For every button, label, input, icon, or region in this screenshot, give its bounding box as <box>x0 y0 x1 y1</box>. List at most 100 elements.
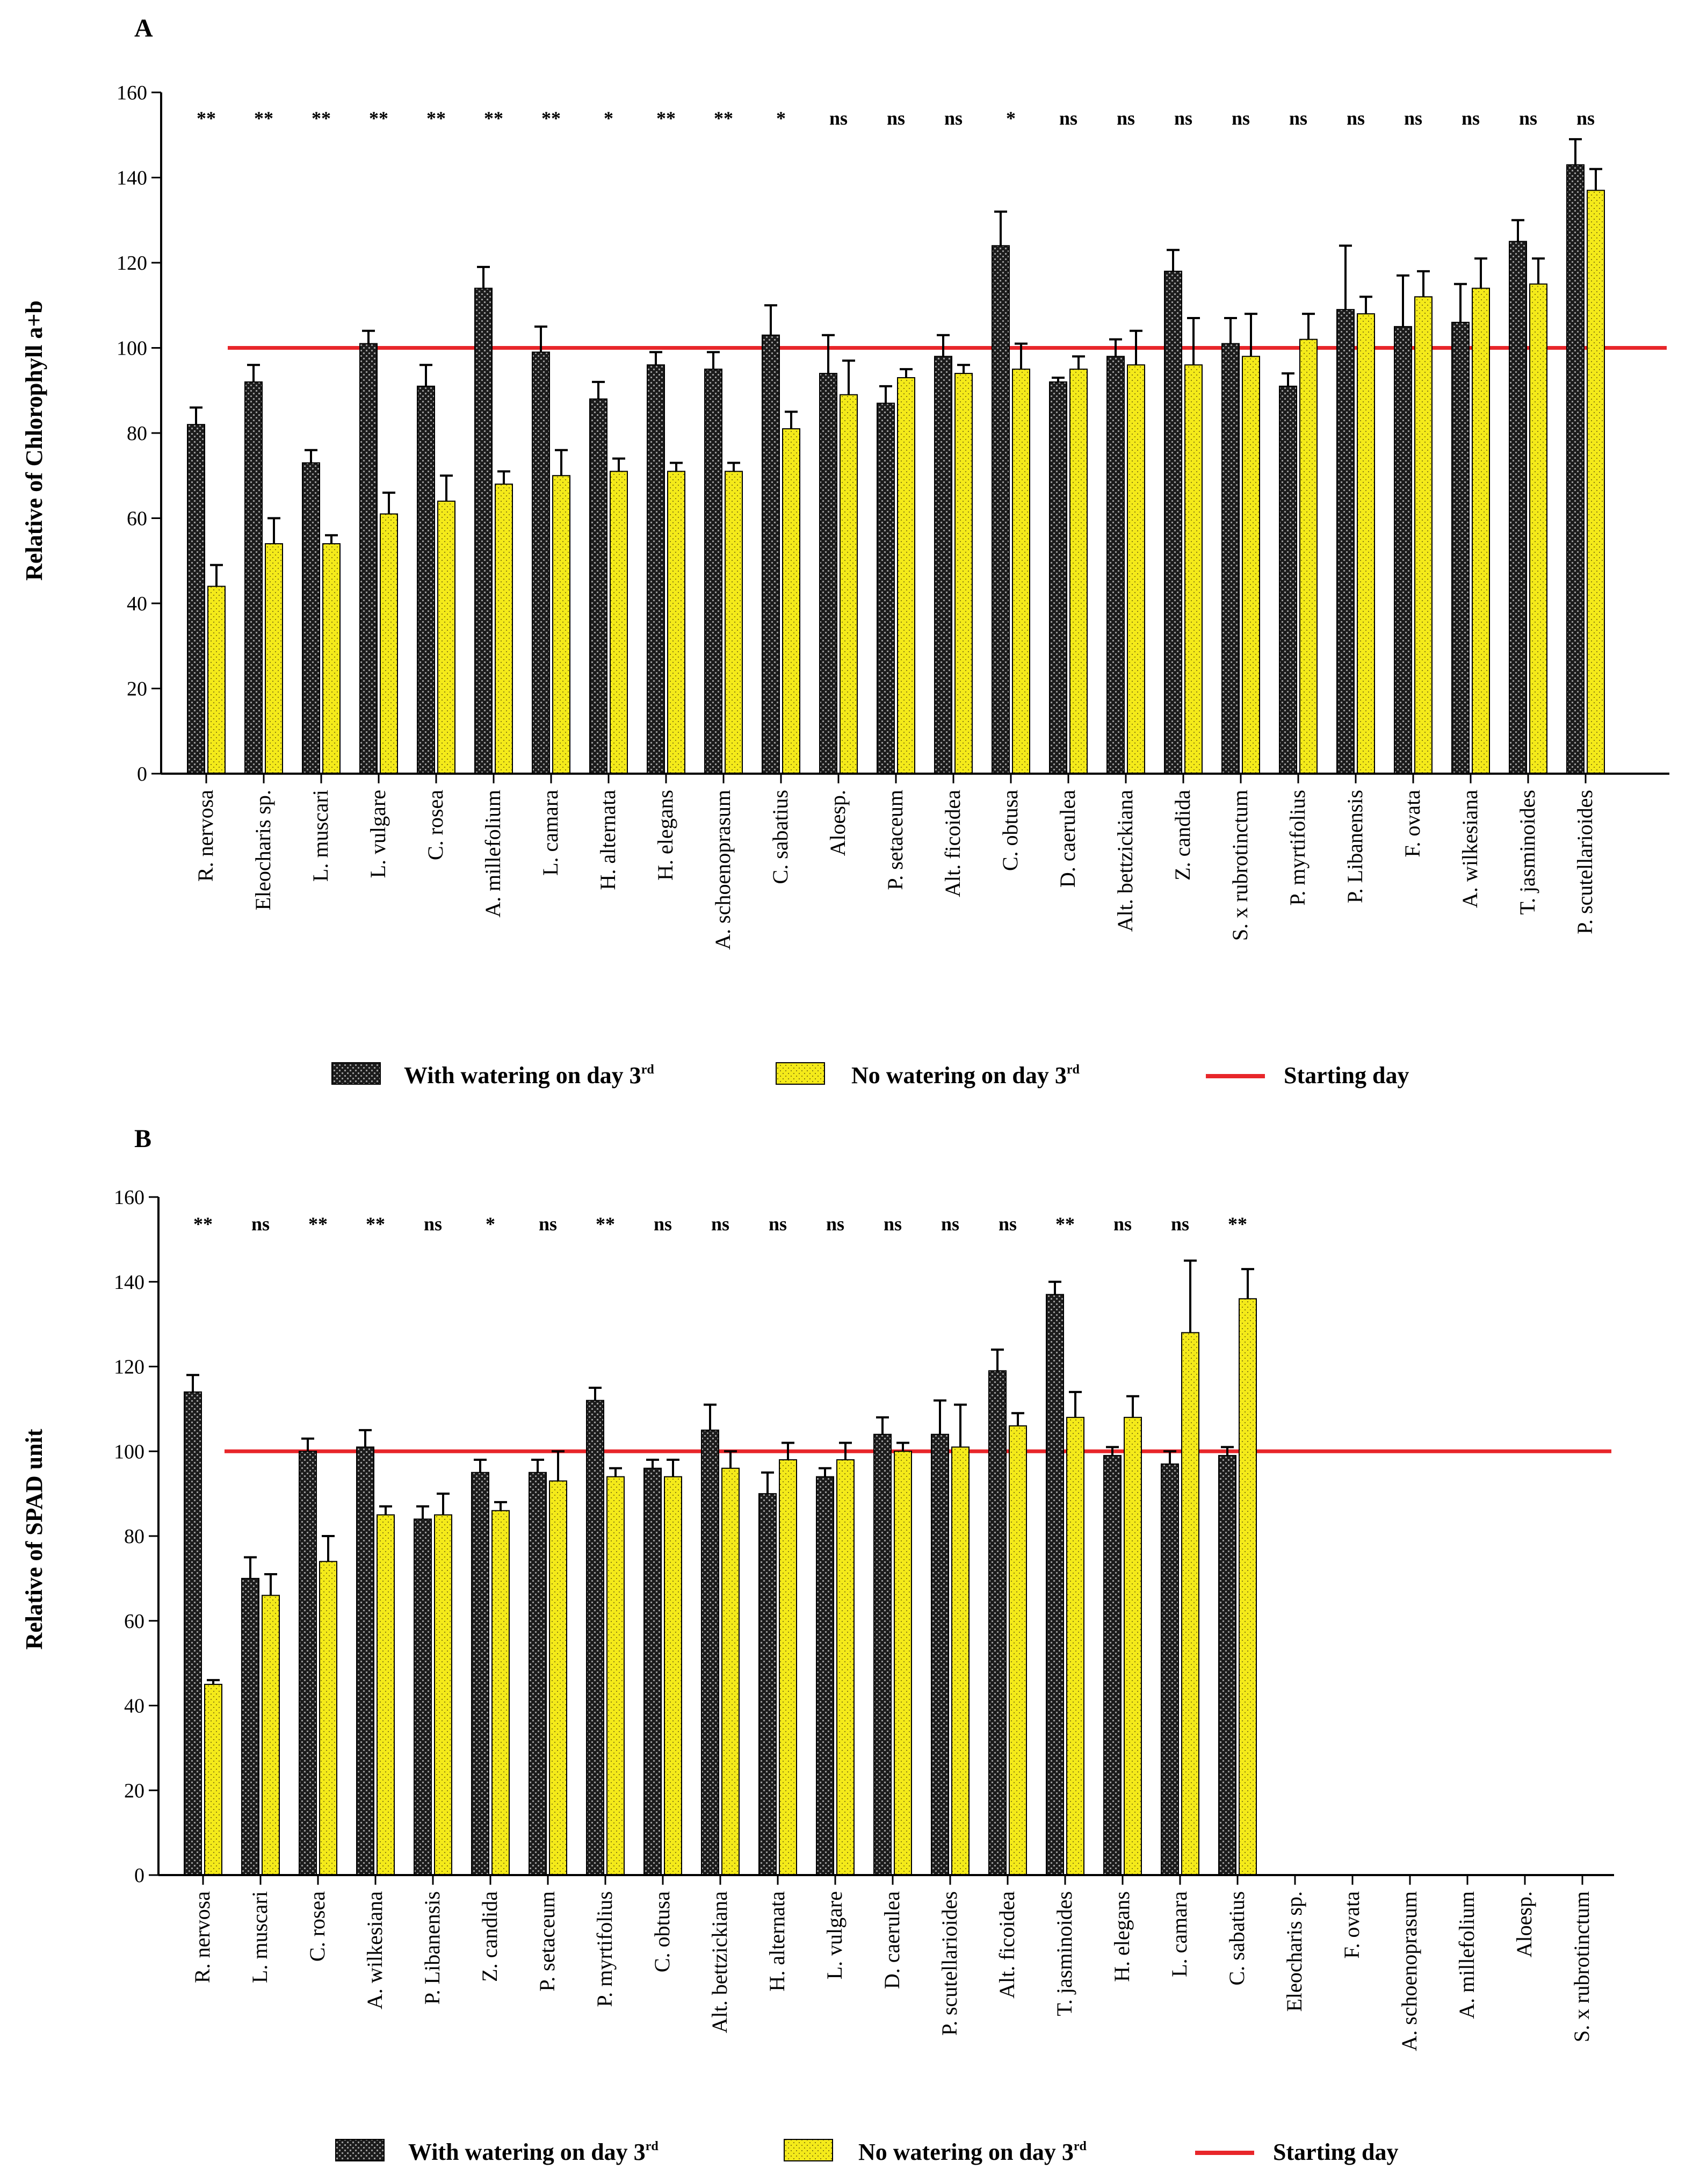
bar-watered <box>647 364 665 774</box>
category-label: L. camara <box>538 790 562 876</box>
bar-unwatered <box>1127 364 1145 774</box>
significance-label: ** <box>656 107 676 129</box>
legend-starting-day-label: Starting day <box>1284 1062 1409 1089</box>
bar-watered <box>931 1433 949 1876</box>
bar-unwatered <box>319 1561 337 1876</box>
category-label: C. sabatius <box>1225 1891 1249 1986</box>
bar-watered <box>643 1467 662 1876</box>
legend-b-starting-day-swatch <box>1195 2151 1254 2155</box>
bar-watered <box>1106 356 1125 774</box>
category-label: P. scutellarioides <box>1573 790 1597 934</box>
bar-unwatered <box>1414 296 1433 774</box>
bar-watered <box>471 1472 489 1876</box>
significance-label: ** <box>254 107 273 129</box>
bar-unwatered <box>1239 1298 1257 1876</box>
category-label: P. scutellarioides <box>937 1891 961 2036</box>
bar-watered <box>819 373 837 774</box>
category-label: C. rosea <box>423 790 447 860</box>
bar-unwatered <box>1066 1417 1084 1876</box>
significance-label: ** <box>1055 1213 1075 1235</box>
panel-a-y-ticks: 0 20 40 60 80 100 120 140 160 <box>117 82 161 785</box>
y-tick-label: 140 <box>114 1271 144 1294</box>
bar-watered <box>934 356 952 774</box>
chart-panel-b: B Relative of SPAD unit 0 20 40 60 80 100 120 1… <box>21 1125 1614 2051</box>
y-tick-label: 60 <box>127 508 147 530</box>
category-label: C. rosea <box>305 1891 329 1962</box>
category-label: A. millefolium <box>481 790 505 918</box>
bar-watered <box>299 1451 317 1876</box>
category-label: Alt. ficoidea <box>941 790 965 897</box>
significance-label: * <box>604 107 613 129</box>
bar-watered <box>816 1476 834 1876</box>
significance-label: ns <box>941 1213 959 1235</box>
bar-watered <box>1164 270 1182 775</box>
category-label: Alt. bettzickiana <box>707 1891 732 2034</box>
category-label: A. millefolium <box>1455 1891 1479 2019</box>
category-label: P. myrtifolius <box>1285 790 1310 906</box>
y-tick-label: 120 <box>117 252 147 275</box>
bar-unwatered <box>954 373 973 774</box>
bar-watered <box>701 1429 719 1876</box>
category-label: A. schoenoprasum <box>711 790 735 950</box>
panel-a-significance-labels: ** ** ** ** ** ** ** * ** ** * ns ns ns * ns ns ns ns ns ns n… <box>197 107 1595 129</box>
panel-b-error-bars <box>186 1259 1254 1685</box>
significance-label: ** <box>426 107 446 129</box>
panel-b-y-axis-label: Relative of SPAD unit <box>21 1429 47 1649</box>
panel-a-legend: With watering on day 3rd No watering on … <box>331 1062 1409 1089</box>
chart-panel-a: A Relative of Chlorophyll a+b 0 20 40 60 80 1… <box>21 14 1669 950</box>
bar-watered <box>758 1493 777 1876</box>
category-label: T. jasminoides <box>1515 790 1539 915</box>
bar-watered <box>992 245 1010 774</box>
legend-b-watered-label: With watering on day 3rd <box>408 2139 659 2165</box>
category-label: D. caerulea <box>880 1891 904 1989</box>
significance-label: ** <box>369 107 388 129</box>
bar-unwatered <box>951 1446 970 1876</box>
bar-watered <box>1218 1455 1236 1876</box>
y-tick-label: 140 <box>117 167 147 190</box>
category-label: P. Libanensis <box>1343 790 1367 903</box>
panel-b-legend: With watering on day 3rd No watering on … <box>335 2139 1398 2165</box>
significance-label: ns <box>711 1213 729 1235</box>
panel-a-bars <box>187 164 1605 775</box>
category-label: H. elegans <box>653 790 677 881</box>
category-label: C. sabatius <box>768 790 792 884</box>
y-tick-label: 0 <box>137 763 147 785</box>
significance-label: ns <box>829 107 848 129</box>
panel-b-label: B <box>134 1125 151 1153</box>
significance-label: ns <box>887 107 905 129</box>
significance-label: ns <box>424 1213 442 1235</box>
bar-unwatered <box>380 513 398 774</box>
y-tick-label: 20 <box>124 1779 144 1802</box>
bar-unwatered <box>779 1459 797 1876</box>
bar-watered <box>532 351 550 774</box>
bar-watered <box>877 402 895 774</box>
bar-watered <box>414 1518 432 1876</box>
bar-unwatered <box>491 1510 510 1876</box>
category-label: C. obtusa <box>998 790 1022 871</box>
category-label: L. vulgare <box>366 790 390 878</box>
significance-label: ns <box>769 1213 787 1235</box>
category-label: R. nervosa <box>193 790 218 882</box>
significance-label: ns <box>944 107 963 129</box>
significance-label: ns <box>1576 107 1595 129</box>
bar-unwatered <box>1242 356 1260 774</box>
legend-watered-swatch <box>331 1062 381 1085</box>
panel-b-significance-labels: ** ns ** ** ns * ns ** ns ns ns ns ns ns ns ** ns ns ** <box>193 1213 1247 1235</box>
bar-unwatered <box>1299 338 1318 774</box>
bar-unwatered <box>1472 287 1490 774</box>
bar-unwatered <box>434 1514 452 1876</box>
category-label: Z. candida <box>1170 790 1195 881</box>
bar-watered <box>1566 164 1585 775</box>
significance-label: ** <box>484 107 503 129</box>
significance-label: ** <box>197 107 216 129</box>
bar-unwatered <box>1012 369 1030 774</box>
category-label: A. wilkesiana <box>1458 790 1482 908</box>
bar-watered <box>1336 309 1355 774</box>
category-label: C. obtusa <box>650 1891 674 1972</box>
bar-unwatered <box>322 543 341 774</box>
bar-unwatered <box>606 1476 625 1876</box>
bar-watered <box>1509 241 1527 774</box>
y-tick-label: 20 <box>127 678 147 701</box>
category-label: P. setaceum <box>535 1891 559 1992</box>
